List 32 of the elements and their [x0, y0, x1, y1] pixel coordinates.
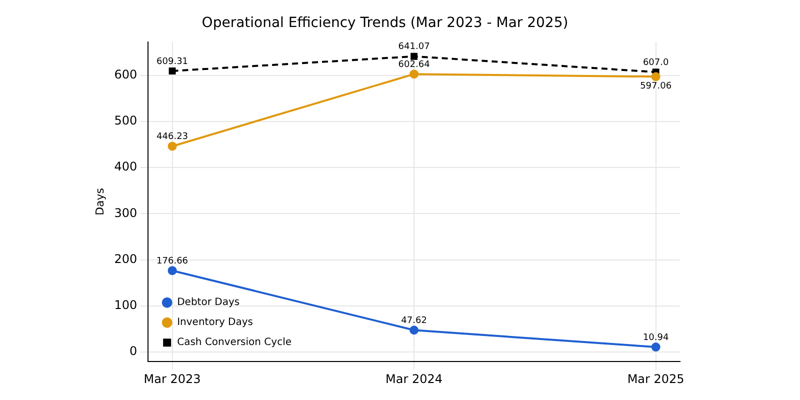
- data-label: 446.23: [156, 132, 188, 142]
- chart-title: Operational Efficiency Trends (Mar 2023 - Mar 2025): [202, 15, 568, 32]
- point: [410, 52, 418, 60]
- legend-label: Cash Conversion Cycle: [177, 337, 292, 348]
- data-label: 607.0: [642, 58, 669, 68]
- data-label: 176.66: [156, 256, 188, 266]
- x-tick-label: Mar 2024: [386, 372, 443, 386]
- data-label: 602.64: [398, 60, 430, 70]
- point: [168, 266, 177, 276]
- point: [410, 70, 419, 79]
- y-tick-label: 500: [114, 114, 138, 128]
- point: [410, 326, 419, 335]
- y-tick-label: 200: [114, 252, 138, 266]
- y-axis-title: Days: [93, 188, 106, 216]
- data-label: 10.94: [642, 332, 669, 343]
- y-tick-label: 400: [114, 160, 138, 174]
- y-tick-label: 300: [114, 206, 138, 220]
- x-tick-label: Mar 2025: [627, 372, 684, 386]
- legend-label: Inventory Days: [177, 317, 254, 328]
- data-label: 609.31: [156, 56, 188, 67]
- x-tick-label: Mar 2023: [144, 372, 201, 386]
- point: [168, 68, 176, 74]
- point: [651, 342, 660, 352]
- y-tick-label: 0: [129, 344, 138, 358]
- y-tick-label: 600: [114, 67, 138, 82]
- data-label: 641.07: [398, 42, 430, 52]
- data-label: 47.62: [401, 316, 427, 326]
- data-label: 597.06: [640, 81, 672, 92]
- y-tick-label: 100: [114, 298, 138, 312]
- point: [168, 142, 177, 151]
- legend-label: Debtor Days: [177, 297, 240, 308]
- point: [651, 72, 660, 82]
